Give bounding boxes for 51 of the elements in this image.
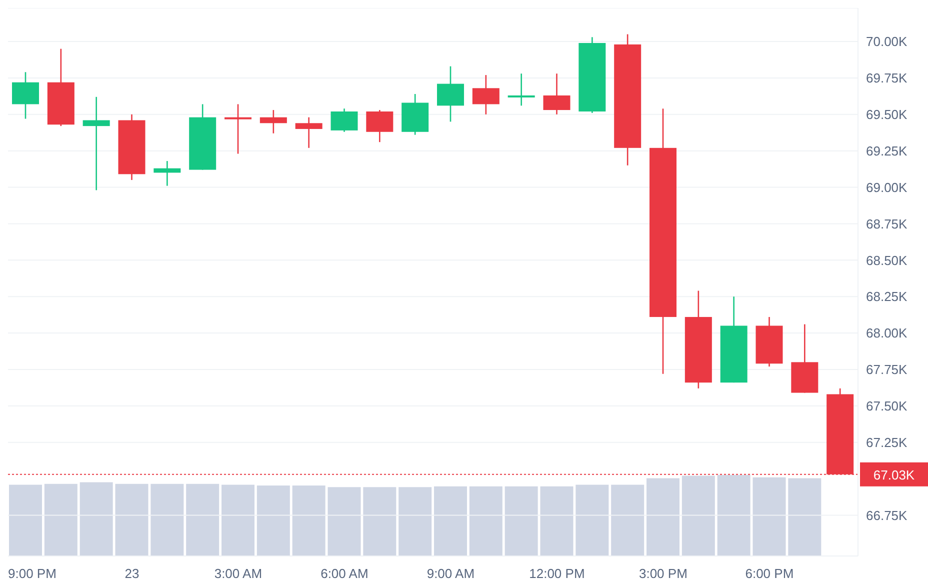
bar: [434, 486, 467, 556]
bar: [222, 484, 254, 556]
x-tick-label: 23: [124, 566, 140, 581]
bar: [611, 484, 644, 556]
bar: [646, 478, 680, 556]
candlestick: [295, 116, 322, 149]
x-tick-label: 12:00 PM: [529, 566, 585, 581]
candlestick: [224, 104, 252, 154]
y-tick-label: 68.00K: [866, 326, 908, 341]
x-tick-label: 3:00 PM: [638, 566, 688, 581]
bar: [540, 486, 574, 556]
bar: [292, 486, 326, 556]
y-tick-label: 70.00K: [866, 34, 908, 50]
y-tick-label: 67.75K: [866, 362, 908, 378]
y-tick-label: 69.25K: [866, 143, 908, 158]
bar: [256, 486, 290, 556]
y-tick-label: 68.50K: [866, 252, 908, 268]
bar: [398, 487, 432, 556]
x-tick-label: 6:00 PM: [745, 566, 794, 581]
bar: [150, 484, 184, 556]
x-tick-label: 3:00 AM: [214, 566, 262, 581]
bar: [576, 484, 609, 556]
x-tick-label: 9:00 PM: [8, 566, 56, 581]
y-tick-label: 68.25K: [866, 289, 908, 304]
bar: [44, 484, 78, 556]
candlestick: [82, 96, 110, 191]
bar: [115, 484, 148, 556]
y-tick-label: 69.75K: [866, 70, 908, 86]
bar: [328, 487, 361, 556]
x-tick-label: 6:00 AM: [320, 566, 368, 581]
bar: [717, 475, 750, 556]
y-tick-label: 69.00K: [866, 180, 908, 195]
bar: [504, 486, 538, 556]
y-tick-label: 67.50K: [866, 398, 908, 414]
candlestick: [508, 72, 535, 106]
bar: [788, 478, 822, 556]
bar: [469, 486, 502, 556]
bar: [682, 476, 715, 556]
y-tick-label: 68.75K: [866, 216, 908, 232]
y-tick-label: 66.75K: [866, 508, 908, 523]
bar: [186, 484, 220, 556]
x-tick-label: 9:00 AM: [426, 566, 475, 581]
candlestick: [154, 160, 181, 186]
bar: [9, 484, 42, 556]
bar: [80, 482, 113, 556]
y-tick-label: 67.25K: [866, 434, 908, 450]
candlestick: [260, 109, 287, 134]
bar: [363, 487, 396, 556]
y-tick-label: 69.50K: [866, 107, 908, 122]
ref-line-label: 67.03K: [873, 467, 915, 482]
bar: [752, 477, 786, 556]
